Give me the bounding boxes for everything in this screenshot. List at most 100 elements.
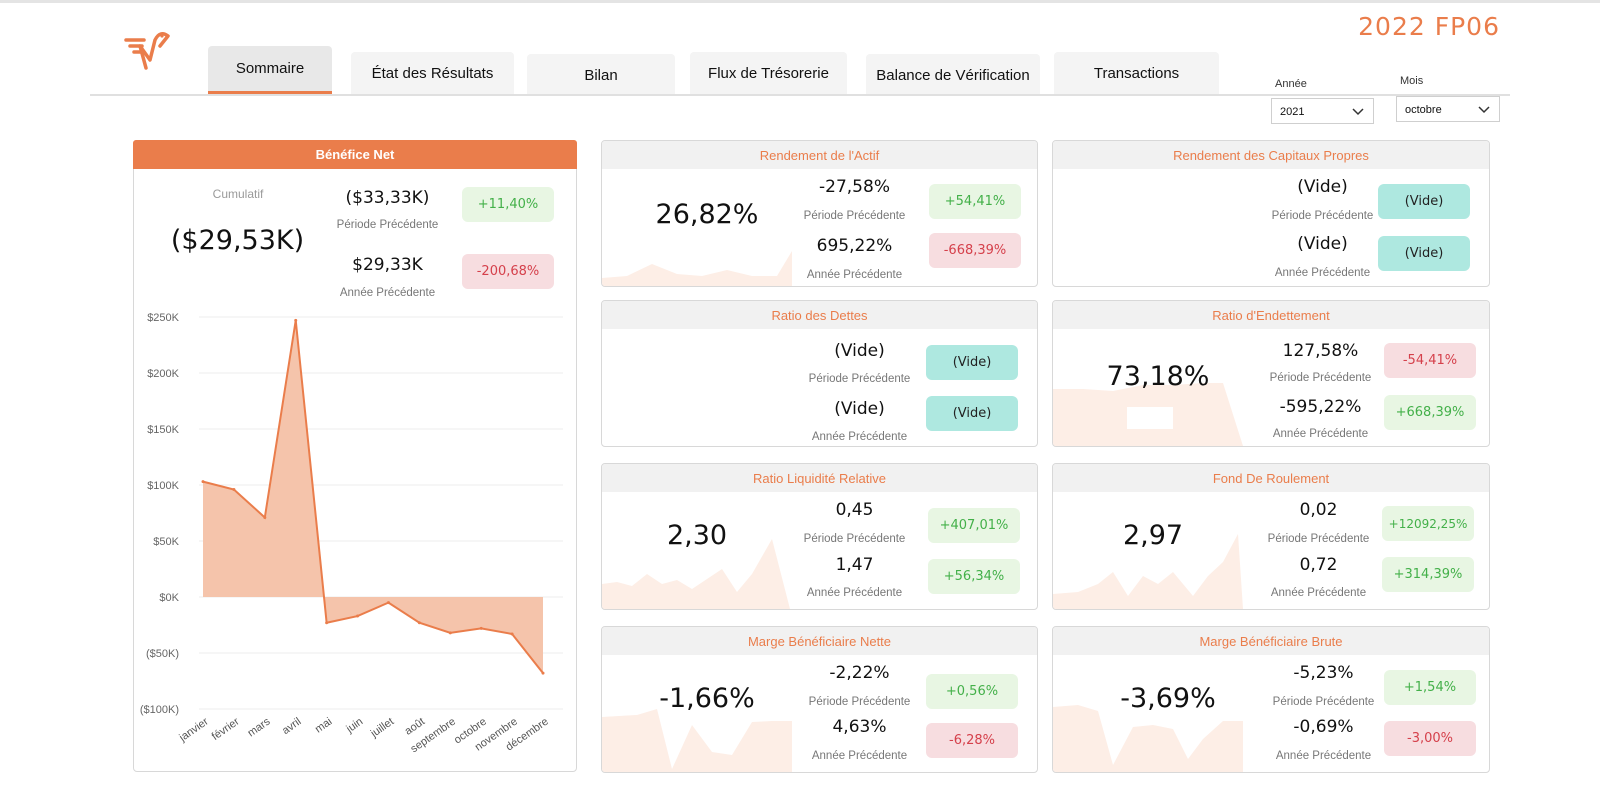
month-select[interactable]: octobre bbox=[1396, 96, 1500, 122]
year-filter-label: Année bbox=[1275, 78, 1307, 90]
kpi-gross-margin-sparkline bbox=[1053, 705, 1243, 772]
kpi-quick-year-label: Année Précédente bbox=[806, 587, 903, 599]
x-tick-label-mai: mai bbox=[313, 716, 334, 736]
kpi-roa-year-value: 695,22% bbox=[816, 236, 893, 256]
kpi-working-prev-value: 0,02 bbox=[1299, 500, 1338, 520]
kpi-working-year-label: Année Précédente bbox=[1270, 587, 1367, 599]
x-tick-label-juillet: juillet bbox=[368, 716, 396, 741]
month-filter-label: Mois bbox=[1400, 75, 1424, 87]
tab-etat-des-resultats[interactable]: État des Résultats bbox=[351, 52, 514, 94]
kpi-debt-panel: Ratio des Dettes (Vide) Période Précéden… bbox=[601, 300, 1038, 447]
x-tick-label-février: février bbox=[210, 715, 242, 743]
net-profit-value: ($29,53K) bbox=[170, 225, 305, 256]
data-point-février bbox=[232, 487, 236, 491]
kpi-net-margin-sparkline bbox=[602, 709, 792, 772]
net-profit-prev-year-label: Année Précédente bbox=[339, 287, 436, 299]
kpi-working-sparkline bbox=[1053, 534, 1243, 609]
kpi-roa-prev-change: +54,41% bbox=[929, 184, 1021, 219]
page-title: 2022 FP06 bbox=[1358, 12, 1500, 41]
x-tick-label-avril: avril bbox=[280, 716, 303, 737]
data-point-septembre bbox=[448, 631, 452, 635]
kpi-gross-margin-prev-value: -5,23% bbox=[1293, 663, 1354, 683]
net-profit-prev-period-value: ($33,33K) bbox=[345, 188, 430, 208]
kpi-leverage-prev-value: 127,58% bbox=[1282, 341, 1359, 361]
kpi-quick-panel: Ratio Liquidité Relative 2,30 0,45 Pério… bbox=[601, 463, 1038, 610]
kpi-leverage-year-label: Année Précédente bbox=[1272, 428, 1369, 440]
kpi-leverage-prev-label: Période Précédente bbox=[1269, 372, 1372, 384]
y-tick-label-6: ($50K) bbox=[146, 648, 179, 660]
y-tick-label-0: $250K bbox=[147, 312, 179, 324]
x-tick-label-juin: juin bbox=[344, 716, 366, 736]
data-point-mai bbox=[325, 621, 329, 625]
kpi-roe-prev-value: (Vide) bbox=[1297, 177, 1348, 197]
tab-balance-de-verification[interactable]: Balance de Vérification bbox=[866, 54, 1040, 96]
kpi-roe-panel: Rendement des Capitaux Propres (Vide) Pé… bbox=[1052, 140, 1490, 287]
bird-logo-icon bbox=[124, 32, 170, 70]
kpi-roa-title: Rendement de l'Actif bbox=[602, 141, 1037, 169]
kpi-debt-title: Ratio des Dettes bbox=[602, 301, 1037, 329]
kpi-leverage-year-change: +668,39% bbox=[1384, 395, 1476, 430]
top-border bbox=[0, 0, 1600, 3]
kpi-quick-title: Ratio Liquidité Relative bbox=[602, 464, 1037, 492]
x-tick-label-janvier: janvier bbox=[176, 715, 211, 744]
kpi-roe-prev-label: Période Précédente bbox=[1271, 210, 1374, 222]
kpi-gross-margin-year-label: Année Précédente bbox=[1275, 750, 1372, 762]
net-profit-chart: $250K $200K $150K $100K $50K $0K ($50K) ($100K)… bbox=[140, 312, 563, 755]
tab-bar-divider bbox=[90, 94, 1510, 96]
kpi-debt-year-change: (Vide) bbox=[926, 396, 1018, 431]
year-select[interactable]: 2021 bbox=[1271, 98, 1374, 124]
kpi-roa-year-label: Année Précédente bbox=[806, 269, 903, 281]
kpi-working-year-value: 0,72 bbox=[1299, 555, 1338, 575]
kpi-roa-year-change: -668,39% bbox=[929, 233, 1021, 268]
tab-transactions[interactable]: Transactions bbox=[1054, 52, 1219, 94]
kpi-quick-prev-label: Période Précédente bbox=[803, 533, 906, 545]
kpi-roa-value: 26,82% bbox=[655, 199, 759, 230]
tab-flux-de-tresorerie[interactable]: Flux de Trésorerie bbox=[690, 52, 847, 94]
kpi-gross-margin-year-change: -3,00% bbox=[1384, 721, 1476, 756]
y-tick-label-2: $150K bbox=[147, 424, 179, 436]
net-profit-panel bbox=[133, 140, 577, 772]
kpi-leverage-sparkline bbox=[1053, 383, 1243, 446]
chevron-down-icon bbox=[1478, 106, 1490, 114]
tab-sommaire[interactable]: Sommaire bbox=[208, 46, 332, 95]
kpi-working-value: 2,97 bbox=[1122, 520, 1184, 551]
tab-bilan[interactable]: Bilan bbox=[527, 54, 675, 96]
kpi-working-panel: Fond De Roulement 2,97 0,02 Période Préc… bbox=[1052, 463, 1490, 610]
kpi-net-margin-panel: Marge Bénéficiaire Nette -1,66% -2,22% P… bbox=[601, 626, 1038, 773]
kpi-quick-year-value: 1,47 bbox=[835, 555, 874, 575]
data-point-janvier bbox=[201, 480, 205, 484]
data-point-avril bbox=[294, 318, 298, 322]
kpi-working-prev-change: +12092,25% bbox=[1382, 506, 1474, 541]
net-profit-prev-year-value: $29,33K bbox=[352, 255, 423, 275]
kpi-roe-year-label: Année Précédente bbox=[1274, 267, 1371, 279]
kpi-debt-prev-value: (Vide) bbox=[834, 341, 885, 361]
kpi-roe-title: Rendement des Capitaux Propres bbox=[1053, 141, 1489, 169]
kpi-net-margin-prev-value: -2,22% bbox=[829, 663, 890, 683]
kpi-quick-prev-change: +407,01% bbox=[928, 508, 1020, 543]
kpi-gross-margin-prev-change: +1,54% bbox=[1384, 670, 1476, 705]
data-point-juillet bbox=[386, 601, 390, 605]
y-tick-label-7: ($100K) bbox=[140, 704, 179, 716]
kpi-net-margin-prev-change: +0,56% bbox=[926, 674, 1018, 709]
kpi-roa-prev-value: -27,58% bbox=[819, 177, 890, 197]
year-select-value: 2021 bbox=[1280, 106, 1305, 118]
data-point-décembre bbox=[541, 671, 545, 675]
kpi-working-prev-label: Période Précédente bbox=[1267, 533, 1370, 545]
kpi-net-margin-year-label: Année Précédente bbox=[811, 750, 908, 762]
area-fill bbox=[203, 320, 543, 674]
kpi-gross-margin-value: -3,69% bbox=[1120, 683, 1216, 714]
data-point-octobre bbox=[479, 626, 483, 630]
kpi-gross-margin-title: Marge Bénéficiaire Brute bbox=[1053, 627, 1489, 655]
y-tick-label-3: $100K bbox=[147, 480, 179, 492]
y-tick-label-4: $50K bbox=[153, 536, 179, 548]
kpi-net-margin-title: Marge Bénéficiaire Nette bbox=[602, 627, 1037, 655]
net-profit-prev-period-label: Période Précédente bbox=[336, 219, 439, 231]
kpi-debt-prev-change: (Vide) bbox=[926, 345, 1018, 380]
kpi-debt-year-label: Année Précédente bbox=[811, 431, 908, 443]
kpi-gross-margin-year-value: -0,69% bbox=[1293, 717, 1354, 737]
kpi-working-year-change: +314,39% bbox=[1382, 557, 1474, 592]
kpi-leverage-title: Ratio d'Endettement bbox=[1053, 301, 1489, 329]
kpi-roe-year-value: (Vide) bbox=[1297, 234, 1348, 254]
kpi-quick-value: 2,30 bbox=[666, 520, 728, 551]
series-line bbox=[202, 320, 544, 674]
